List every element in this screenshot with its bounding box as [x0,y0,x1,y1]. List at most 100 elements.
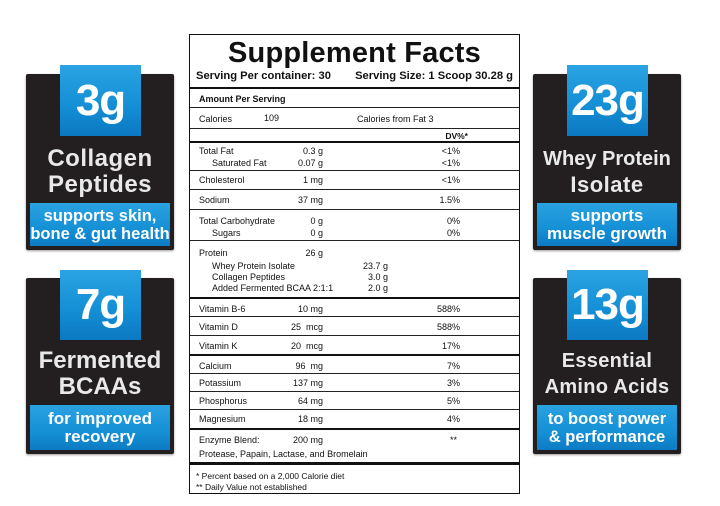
enzyme-blend-line: Enzyme Blend: 200 mg ** [190,434,519,448]
magnesium-line: Magnesium 18 mg 4% [190,413,519,425]
badge-number-tab: 7g [60,270,141,340]
dv-header-row: DV%* [190,128,519,141]
nutrient-name: Calcium [199,361,232,371]
calories-row: Calories 109 Calories from Fat 3 [190,107,519,128]
nutrient-name: Collagen Peptides [212,272,286,282]
serving-size: Serving Size: 1 Scoop 30.28 g [355,70,513,82]
vitamin-k-line: Vitamin K 20 mcg 17% [190,340,519,352]
fat-row: Total Fat 0.3 g <1% Saturated Fat 0.07 g… [190,141,519,170]
nutrient-name: Sugars [212,228,241,238]
total-carbohydrate-line: Total Carbohydrate 0 g 0% [190,215,519,227]
nutrient-dv: <1% [441,158,460,168]
badge-subtitle-line: & performance [548,427,666,446]
footnote-line: ** Daily Value not established [190,481,519,492]
nutrient-dv: 7% [446,361,460,371]
supplement-facts-label: Supplement Facts Serving Per container: … [189,34,520,494]
phosphorus-row: Phosphorus 64 mg 5% [190,391,519,409]
badge-subtitle: supports muscle growth [537,203,677,246]
nutrient-dv: <1% [441,175,460,185]
badge-title-line: Whey Protein [543,148,671,170]
badge-subtitle-line: for improved [48,408,152,428]
badge-title-line: BCAAs [58,373,142,400]
badge-subtitle-line: supports skin, [43,206,157,225]
potassium-row: Potassium 137 mg 3% [190,373,519,391]
badge-title-line: Collagen [47,145,153,172]
nutrient-amount: 10 mg [297,304,323,314]
sodium-line: Sodium 37 mg 1.5% [190,194,519,206]
vitamin-d-line: Vitamin D 25 mcg 588% [190,321,519,333]
nutrient-amount: 64 mg [297,396,323,406]
nutrient-amount: 0.3 g [302,146,323,156]
nutrient-name: Protein [199,248,228,258]
fermented-bcaa-line: Added Fermented BCAA 2:1:1 2.0 g [190,282,519,293]
footnote-percent: * Percent based on a 2,000 Calorie diet [196,471,345,481]
nutrient-name: Vitamin B-6 [199,304,246,314]
badge-title-line: Essential [561,350,653,372]
badge-number: 13g [571,280,645,329]
nutrient-dv: 17% [441,341,460,351]
enzyme-ingredients-line: Protease, Papain, Lactase, and Bromelain [190,448,519,460]
badge-subtitle: supports skin, bone & gut health [30,203,170,246]
nutrient-amount: 0 g [310,228,323,238]
nutrient-dv: 1.5% [439,195,460,205]
footnote-line: * Percent based on a 2,000 Calorie diet [190,470,519,481]
badge-subtitle-line: to boost power [547,409,667,428]
badge-number-tab: 23g [567,65,648,136]
calories-value: 109 [264,113,280,123]
servings-per-container: Serving Per container: 30 [196,70,331,82]
badge-title: Fermented BCAAs [26,348,174,400]
calcium-row: Calcium 96 mg 7% [190,354,519,373]
badge-number: 23g [571,75,645,125]
badge-title: Whey Protein Isolate [533,146,681,198]
nutrient-amount: 1 mg [302,175,323,185]
badge-number-tab: 3g [60,65,141,136]
badge-subtitle: to boost power & performance [537,405,677,450]
protein-row: Protein 26 g Whey Protein Isolate 23.7 g… [190,240,519,297]
badge-essential-amino-acids: 13g Essential Amino Acids to boost power… [533,270,681,454]
nutrient-amount: 23.7 g [362,261,388,271]
badge-whey-protein-isolate: 23g Whey Protein Isolate supports muscle… [533,65,681,250]
enzyme-blend-row: Enzyme Blend: 200 mg ** Protease, Papain… [190,428,519,462]
badge-number: 7g [75,280,126,329]
label-title: Supplement Facts [228,37,481,69]
nutrient-name: Magnesium [199,414,246,424]
nutrient-name: Phosphorus [199,396,248,406]
nutrient-name: Enzyme Blend: [199,435,260,445]
nutrient-amount: 0.07 g [297,158,323,168]
nutrient-name: Total Fat [199,146,234,156]
nutrient-name: Whey Protein Isolate [212,261,296,271]
potassium-line: Potassium 137 mg 3% [190,377,519,389]
sodium-row: Sodium 37 mg 1.5% [190,189,519,209]
nutrient-name: Saturated Fat [212,158,267,168]
vitamin-b6-line: Vitamin B-6 10 mg 588% [190,303,519,315]
nutrient-name: Cholesterol [199,175,245,185]
nutrient-amount: 25 mcg [290,322,323,332]
nutrient-name: Added Fermented BCAA 2:1:1 [212,283,334,293]
magnesium-row: Magnesium 18 mg 4% [190,409,519,428]
sugars-line: Sugars 0 g 0% [190,227,519,239]
nutrient-dv: 0% [446,216,460,226]
cholesterol-line: Cholesterol 1 mg <1% [190,174,519,186]
footnotes: * Percent based on a 2,000 Calorie diet … [190,462,519,496]
amount-per-serving-row: Amount Per Serving [190,87,519,107]
nutrient-dv: 588% [436,322,460,332]
badge-collagen-peptides: 3g Collagen Peptides supports skin, bone… [26,65,174,250]
footnote-dv: ** Daily Value not established [196,482,307,492]
dv-header: DV%* [445,131,468,141]
total-fat-line: Total Fat 0.3 g <1% [190,145,519,157]
enzyme-ingredients: Protease, Papain, Lactase, and Bromelain [199,449,368,459]
badge-number: 3g [75,75,126,125]
vitamin-d-row: Vitamin D 25 mcg 588% [190,316,519,335]
nutrient-amount: 20 mcg [290,341,323,351]
vitamin-k-row: Vitamin K 20 mcg 17% [190,335,519,354]
nutrient-name: Vitamin D [199,322,238,332]
phosphorus-line: Phosphorus 64 mg 5% [190,395,519,407]
badge-title: Collagen Peptides [26,146,174,198]
badge-title-line: Peptides [47,171,153,198]
nutrient-dv: 0% [446,228,460,238]
badge-subtitle-line: recovery [64,426,136,446]
badge-title-line: Amino Acids [544,376,670,398]
vitamin-b6-row: Vitamin B-6 10 mg 588% [190,297,519,316]
nutrient-amount: 18 mg [297,414,323,424]
nutrient-dv: 4% [446,414,460,424]
